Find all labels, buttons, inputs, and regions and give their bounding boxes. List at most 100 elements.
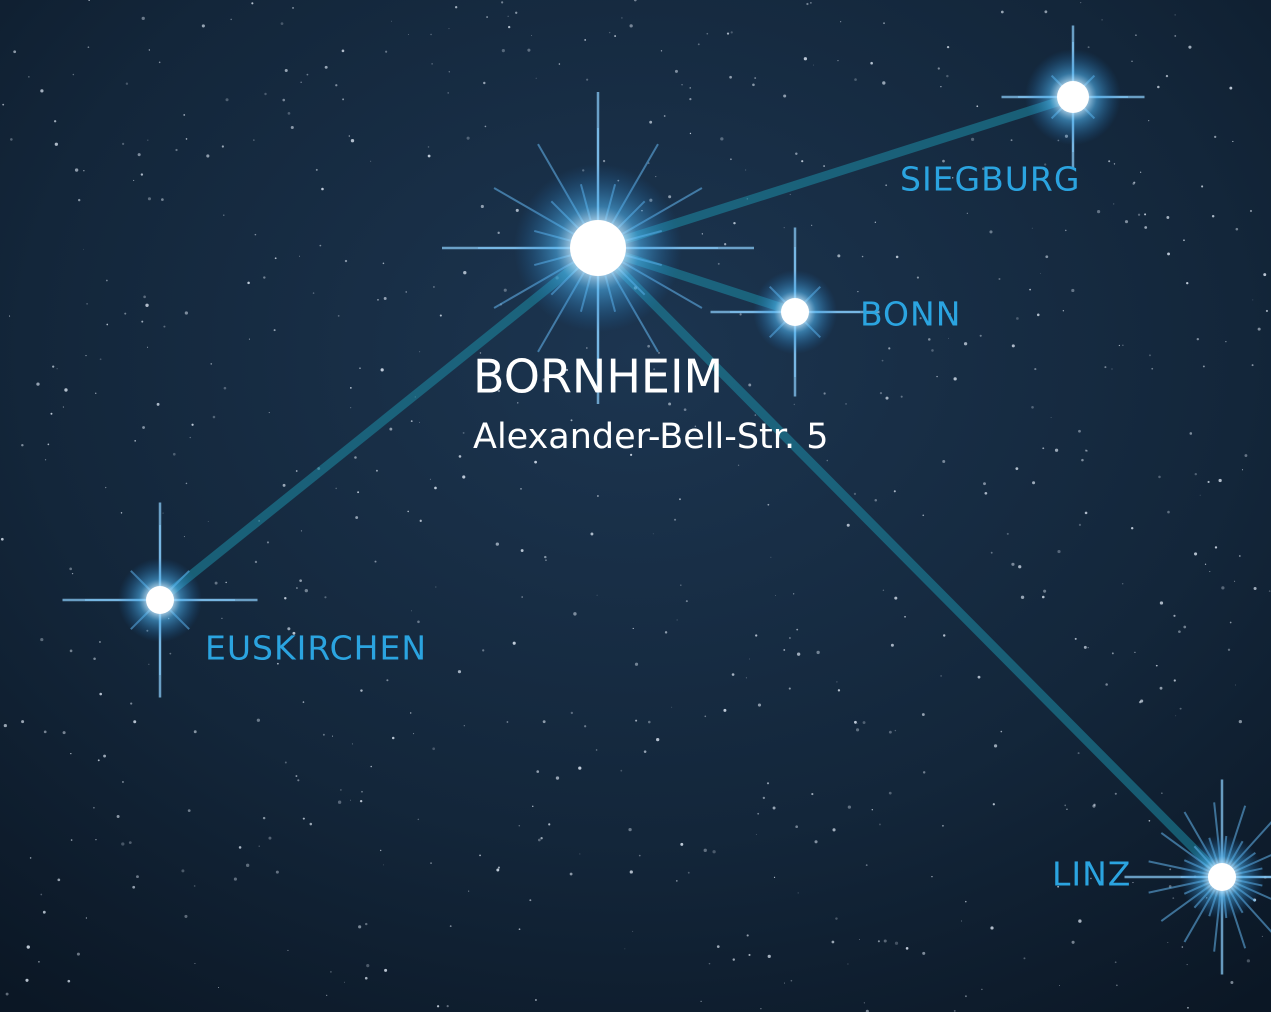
background-star — [1084, 646, 1087, 649]
background-star — [88, 46, 90, 48]
background-star — [141, 173, 143, 175]
background-star — [224, 387, 227, 390]
background-star — [880, 392, 882, 394]
background-star — [1075, 638, 1077, 640]
background-star — [296, 470, 298, 472]
background-star — [370, 161, 371, 162]
background-star — [1131, 61, 1132, 62]
background-star — [483, 82, 485, 84]
background-star — [1085, 512, 1088, 515]
background-star — [854, 721, 857, 724]
background-star — [720, 137, 723, 140]
background-star — [1012, 344, 1015, 347]
background-star — [854, 493, 856, 495]
background-star — [1234, 581, 1235, 582]
background-star — [922, 514, 924, 516]
background-star — [513, 642, 516, 645]
background-star — [1102, 19, 1103, 20]
background-star — [1269, 590, 1271, 592]
background-star — [896, 256, 899, 259]
background-star — [943, 634, 945, 636]
background-star — [287, 950, 288, 951]
background-star — [63, 731, 66, 734]
background-star — [733, 222, 735, 224]
background-star — [335, 84, 337, 86]
background-star — [1116, 984, 1118, 986]
background-star — [1215, 546, 1217, 548]
background-star — [1205, 564, 1206, 565]
background-star — [653, 533, 654, 534]
location-label: BONN — [860, 295, 961, 334]
background-star — [570, 873, 573, 876]
background-star — [675, 70, 678, 73]
background-star — [132, 886, 135, 889]
background-star — [857, 723, 858, 724]
background-star — [1034, 368, 1036, 370]
background-star — [1160, 687, 1163, 690]
background-star — [326, 995, 327, 996]
background-star — [323, 734, 325, 736]
background-star — [1135, 34, 1137, 36]
background-star — [586, 347, 587, 348]
background-star — [1169, 868, 1171, 870]
background-star — [1156, 665, 1158, 667]
background-star — [428, 155, 431, 158]
background-star — [281, 22, 284, 25]
background-star — [732, 673, 735, 676]
background-star — [268, 837, 271, 840]
background-star — [194, 730, 197, 733]
background-star — [885, 184, 887, 186]
background-star — [872, 809, 873, 810]
background-star — [845, 403, 846, 404]
background-star — [274, 329, 276, 331]
background-star — [142, 17, 145, 20]
background-star — [1021, 596, 1024, 599]
background-star — [823, 165, 825, 167]
background-star — [21, 444, 23, 446]
background-star — [1180, 708, 1182, 710]
background-star — [310, 823, 313, 826]
background-star — [4, 724, 7, 727]
background-star — [124, 313, 126, 315]
background-star — [1134, 652, 1135, 653]
background-star — [1018, 565, 1021, 568]
background-star — [967, 213, 968, 214]
background-star — [1151, 368, 1153, 370]
background-star — [297, 779, 299, 781]
background-star — [516, 209, 519, 212]
background-star — [498, 867, 500, 869]
background-star — [206, 154, 209, 157]
background-star — [878, 940, 880, 942]
background-star — [648, 721, 651, 724]
background-star — [223, 215, 224, 216]
background-star — [384, 969, 387, 972]
background-star — [527, 49, 530, 52]
background-star — [504, 289, 507, 292]
background-star — [847, 524, 850, 527]
background-star — [36, 382, 39, 385]
background-star — [757, 813, 759, 815]
background-star — [1031, 406, 1034, 409]
background-star — [931, 349, 934, 352]
background-star — [668, 195, 671, 198]
background-star — [758, 703, 761, 706]
background-star — [1212, 215, 1214, 217]
star-map: BORNHEIM Alexander-Bell-Str. 5 SIEGBURG … — [0, 0, 1271, 1012]
background-star — [138, 153, 141, 156]
background-star — [1131, 527, 1133, 529]
background-star — [350, 407, 351, 408]
background-star — [1112, 369, 1113, 370]
background-star — [384, 297, 387, 300]
background-star — [40, 894, 42, 896]
background-star — [790, 194, 791, 195]
background-star — [1122, 344, 1124, 346]
background-star — [299, 579, 302, 582]
background-star — [50, 413, 52, 415]
background-star — [325, 66, 328, 69]
background-star — [837, 254, 840, 257]
background-star — [917, 277, 919, 279]
background-star — [417, 621, 420, 624]
background-star — [48, 444, 50, 446]
background-star — [824, 392, 826, 394]
background-star — [208, 521, 209, 522]
